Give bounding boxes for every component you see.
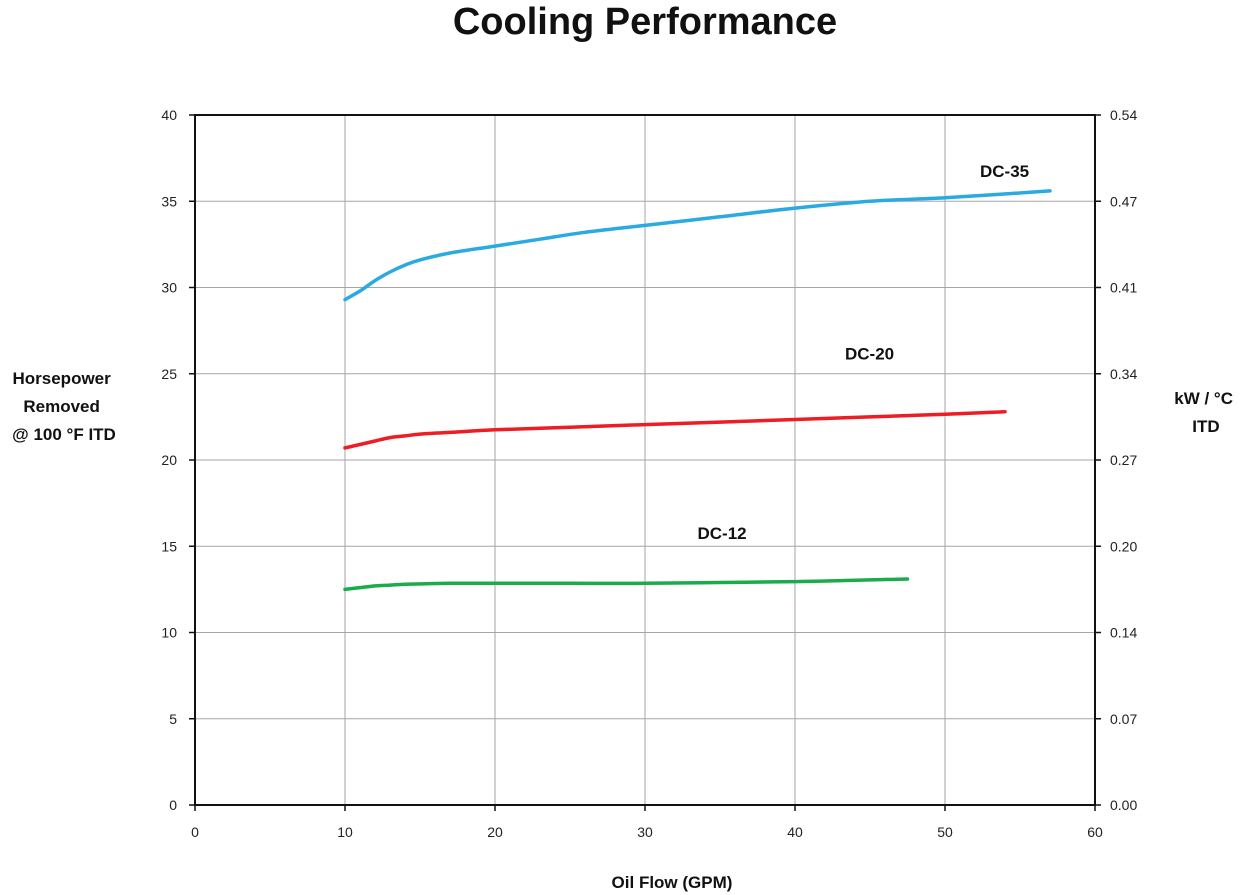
y2-tick-label: 0.00 [1110, 797, 1137, 813]
y-tick-label: 5 [169, 711, 177, 727]
y2-axis-label: kW / °C ITD [1174, 389, 1237, 436]
grid [195, 115, 1095, 805]
x-tick-label: 50 [937, 824, 953, 840]
y2-tick-label: 0.41 [1110, 280, 1137, 296]
y-tick-label: 20 [161, 452, 177, 468]
series-line-dc-12 [343, 577, 910, 592]
x-axis-label: Oil Flow (GPM) [612, 873, 733, 892]
y-axis-ticks: 0 5 10 15 20 25 30 35 40 [161, 107, 195, 813]
x-tick-label: 10 [337, 824, 353, 840]
y2-tick-label: 0.54 [1110, 107, 1137, 123]
y2-tick-label: 0.34 [1110, 366, 1137, 382]
y2-tick-label: 0.47 [1110, 193, 1137, 209]
y-axis-label-line-3: @ 100 °F ITD [12, 425, 116, 444]
x-tick-label: 60 [1087, 824, 1103, 840]
x-axis-ticks: 0 10 20 30 40 50 60 [191, 805, 1103, 840]
x-tick-label: 20 [487, 824, 503, 840]
x-tick-label: 0 [191, 824, 199, 840]
y-tick-label: 0 [169, 797, 177, 813]
y2-tick-label: 0.27 [1110, 452, 1137, 468]
series-label-dc-12: DC-12 [698, 524, 747, 543]
y2-tick-label: 0.07 [1110, 711, 1137, 727]
chart-title: Cooling Performance [453, 1, 837, 43]
series-line-dc-20 [343, 409, 1007, 450]
y-tick-label: 30 [161, 280, 177, 296]
y-axis-label: Horsepower Removed @ 100 °F ITD [12, 369, 116, 444]
y-tick-label: 35 [161, 193, 177, 209]
y-tick-label: 15 [161, 538, 177, 554]
x-tick-label: 30 [637, 824, 653, 840]
y2-axis-label-line-1: kW / °C [1174, 389, 1233, 408]
y-tick-label: 10 [161, 625, 177, 641]
series-label-dc-35: DC-35 [980, 162, 1029, 181]
series-label-dc-20: DC-20 [845, 345, 894, 364]
y2-axis-ticks: 0.00 0.07 0.14 0.20 0.27 0.34 0.41 0.47 0.54 [1095, 107, 1137, 813]
y-axis-label-line-2: Removed [23, 397, 100, 416]
series-labels: DC-35 DC-20 DC-12 [698, 162, 1030, 543]
y2-axis-label-line-2: ITD [1192, 417, 1219, 436]
y-tick-label: 25 [161, 366, 177, 382]
series-lines [343, 189, 1052, 592]
y2-tick-label: 0.20 [1110, 538, 1137, 554]
x-tick-label: 40 [787, 824, 803, 840]
y-tick-label: 40 [161, 107, 177, 123]
y2-tick-label: 0.14 [1110, 625, 1137, 641]
y-axis-label-line-1: Horsepower [13, 369, 112, 388]
series-line-dc-35 [343, 189, 1052, 302]
